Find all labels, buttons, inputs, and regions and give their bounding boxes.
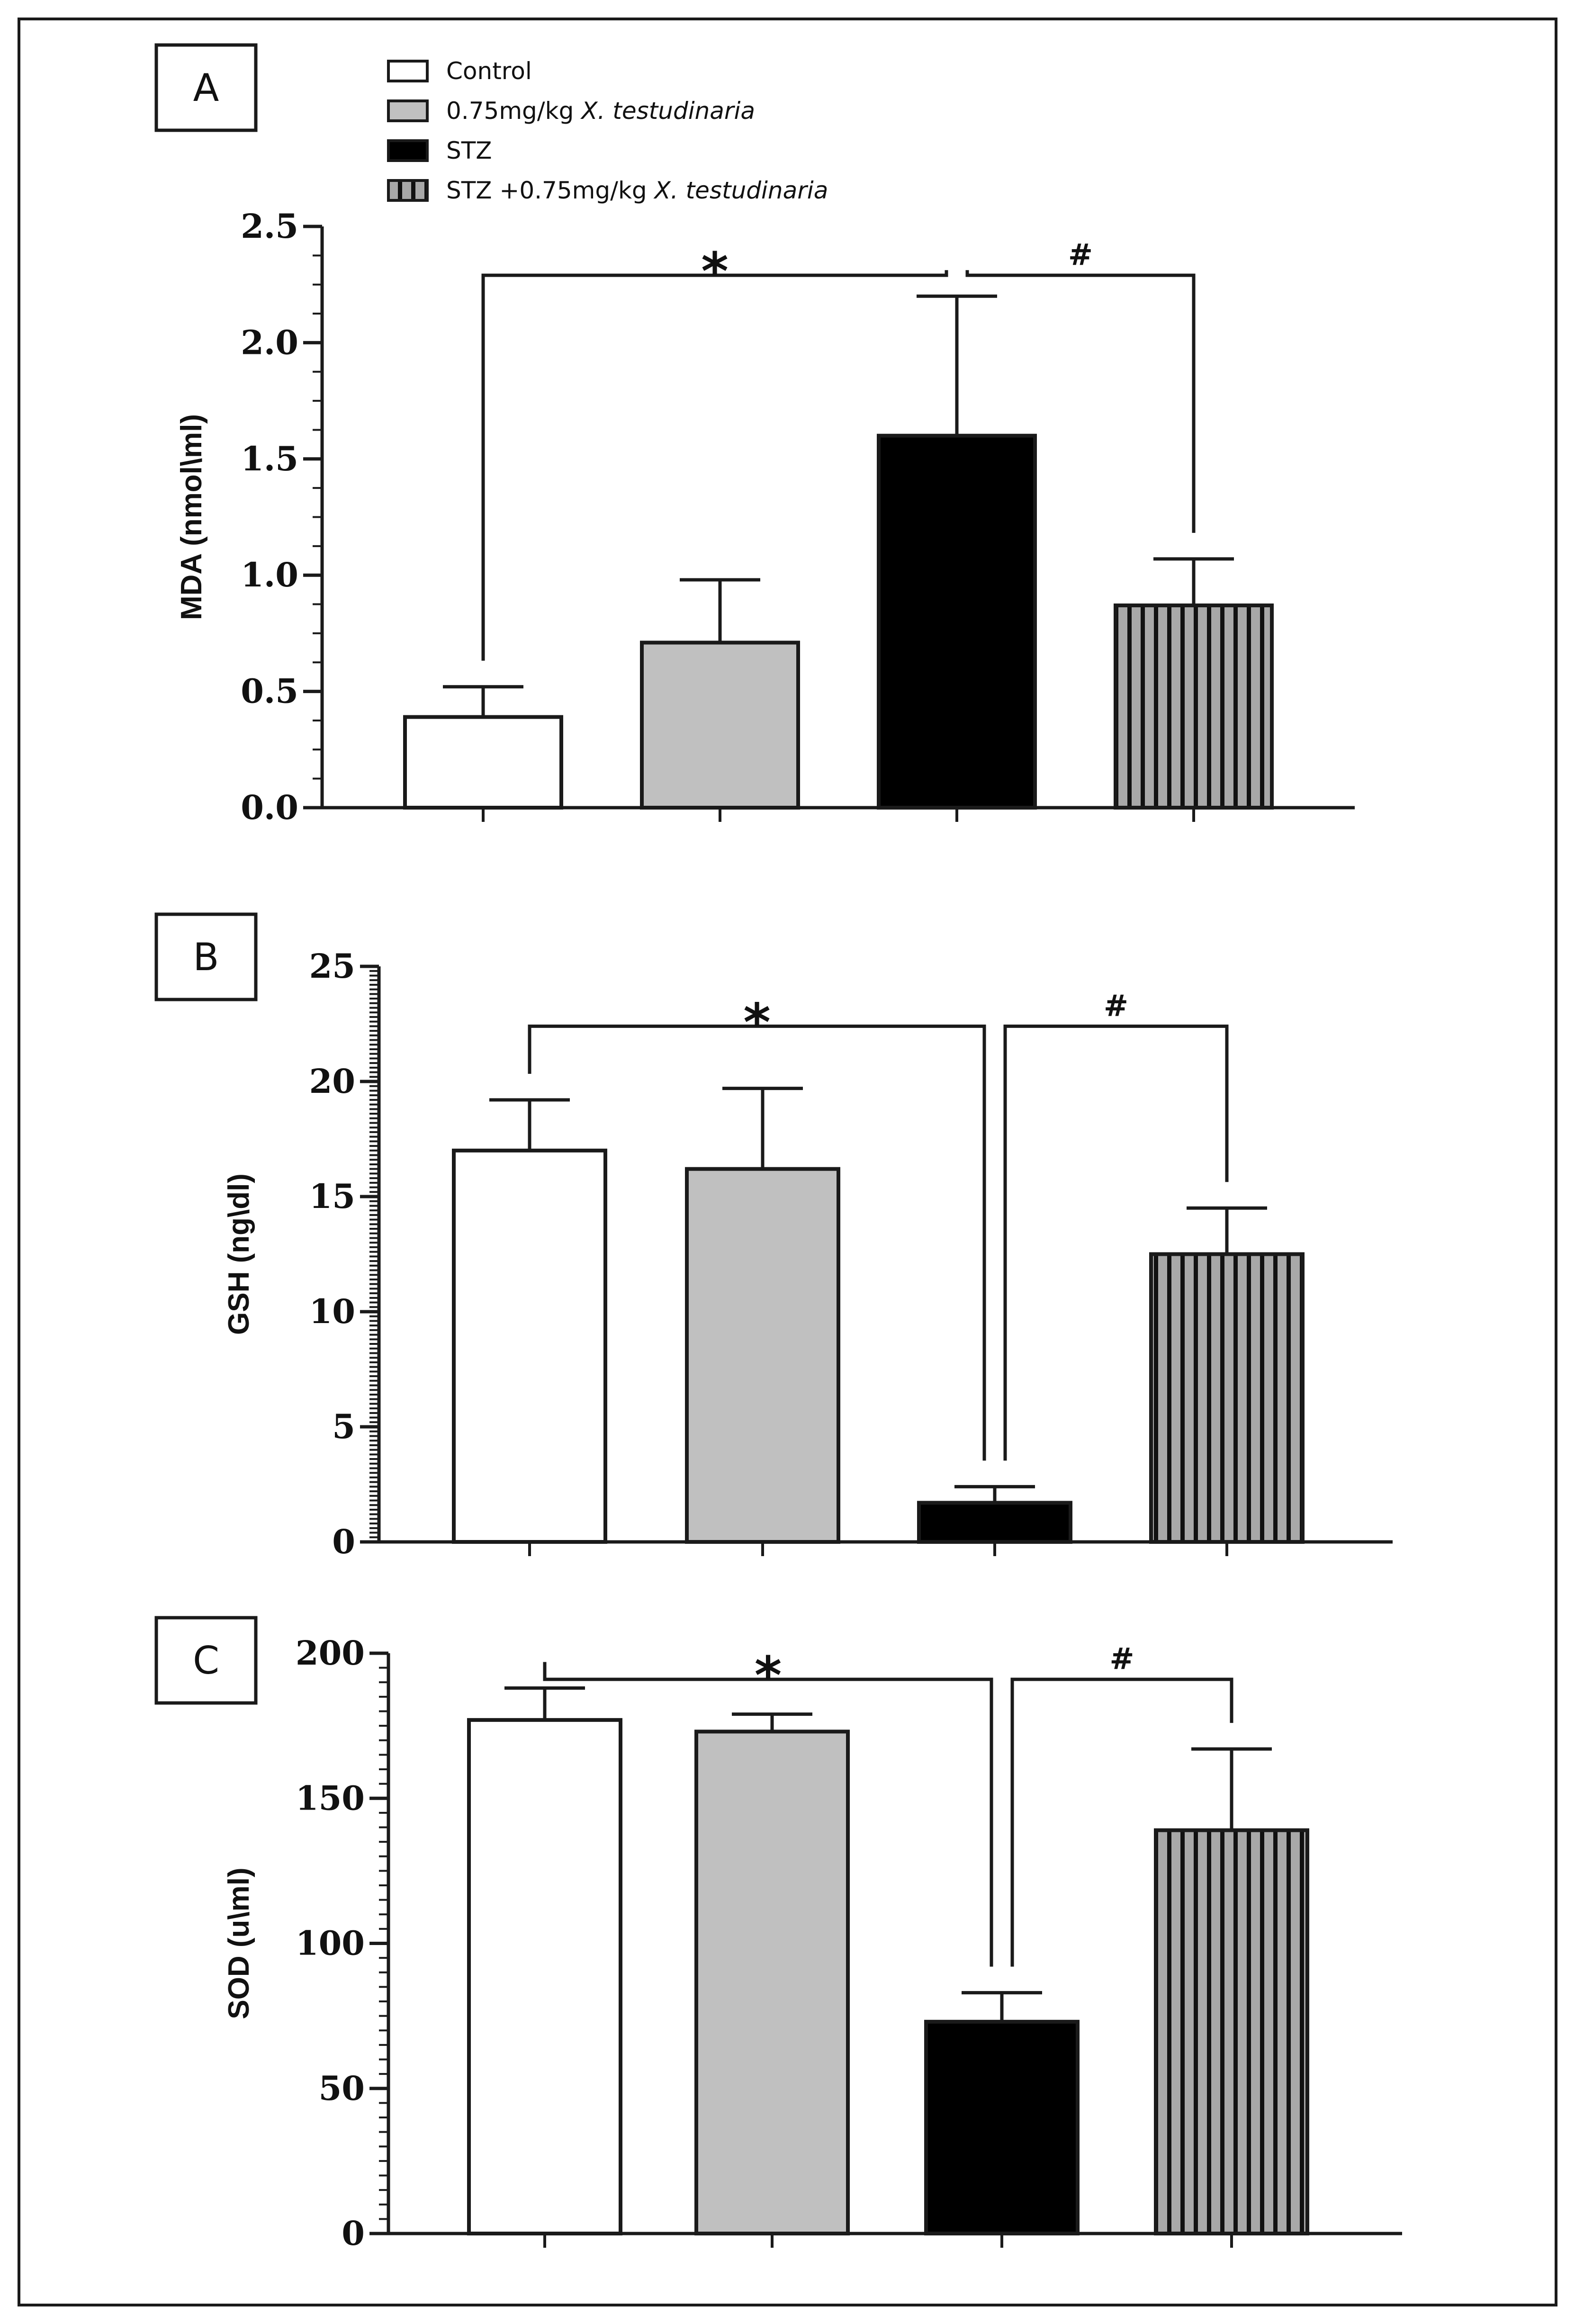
legend: Control 0.75mg/kg X. testudinaria STZ STZ +… <box>387 57 828 204</box>
y-tick-label: 0 <box>332 1522 355 1561</box>
bar-1 <box>640 640 800 810</box>
y-tick-label: 20 <box>309 1062 355 1101</box>
significance-symbol-1: # <box>1068 237 1093 272</box>
bar-1 <box>694 1729 850 2235</box>
y-tick-label: 0.0 <box>241 788 298 827</box>
significance-bracket-1 <box>965 270 1196 533</box>
panel-label: A <box>193 66 219 110</box>
y-tick-label: 200 <box>296 1633 365 1673</box>
y-tick-label: 1.5 <box>241 439 298 478</box>
panel-b: B GSH (ng\dl) 0 5 10 15 20 25 * # <box>154 912 1393 1561</box>
bar-3 <box>1154 1828 1309 2235</box>
legend-label-stz: STZ <box>446 137 492 164</box>
bar-1 <box>685 1167 840 1544</box>
y-tick-label: 25 <box>309 946 355 986</box>
panel-label: C <box>193 1639 219 1683</box>
legend-swatch-xt <box>387 99 429 122</box>
significance-bracket-0 <box>528 1024 986 1461</box>
bar-3 <box>1149 1252 1305 1544</box>
legend-text-stz_xt: STZ +0.75mg/kg <box>446 177 655 204</box>
y-tick-label: 15 <box>309 1177 355 1216</box>
significance-bracket-0 <box>543 1662 993 1967</box>
significance-symbol-0: * <box>755 1645 782 1706</box>
significance-bracket-1 <box>1010 1677 1233 1967</box>
bar-3 <box>1114 604 1274 810</box>
y-tick-label: 10 <box>309 1292 355 1331</box>
legend-swatch-stz_xt <box>387 179 429 202</box>
legend-swatch-stz <box>387 139 429 162</box>
y-tick-label: 0.5 <box>241 672 298 711</box>
y-axis-label: GSH (ng\dl) <box>223 1173 255 1335</box>
bar-2 <box>917 1501 1072 1544</box>
bar-0 <box>403 715 563 810</box>
legend-species-xt: X. testudinaria <box>580 97 755 125</box>
y-tick-label: 5 <box>332 1407 355 1446</box>
y-axis-label: MDA (nmol\ml) <box>175 414 208 620</box>
panel-label: B <box>193 935 219 979</box>
y-axis-label: SOD (u\ml) <box>223 1867 255 2019</box>
y-tick-label: 50 <box>319 2069 365 2108</box>
panel-label-box <box>154 912 258 1001</box>
legend-text-control: Control <box>446 57 532 85</box>
significance-symbol-1: # <box>1110 1641 1134 1676</box>
legend-label-xt: 0.75mg/kg X. testudinaria <box>446 97 755 125</box>
y-tick-label: 100 <box>296 1924 365 1963</box>
legend-text-xt: 0.75mg/kg <box>446 97 581 125</box>
y-tick-label: 0 <box>342 2214 365 2253</box>
significance-symbol-1: # <box>1104 988 1128 1023</box>
bar-0 <box>467 1718 622 2235</box>
bar-0 <box>452 1148 607 1544</box>
significance-symbol-0: * <box>701 241 729 302</box>
y-tick-label: 150 <box>296 1778 365 1818</box>
bar-2 <box>924 2019 1080 2235</box>
y-tick-label: 2.5 <box>241 207 298 246</box>
panel-a: A MDA (nmol\ml) 0.0 0.5 1.0 1.5 2.0 2.5 * # <box>154 43 1355 827</box>
legend-label-stz_xt: STZ +0.75mg/kg X. testudinaria <box>446 177 828 204</box>
significance-bracket-0 <box>481 270 948 661</box>
significance-symbol-0: * <box>743 992 771 1053</box>
panel-c: C SOD (u\ml) 0 50 100 150 200 * # <box>154 1616 1402 2253</box>
legend-species-stz_xt: X. testudinaria <box>653 177 828 204</box>
legend-label-control: Control <box>446 57 532 85</box>
bar-2 <box>877 433 1037 810</box>
y-tick-label: 1.0 <box>241 555 298 595</box>
panel-label-box <box>154 1616 258 1705</box>
legend-swatch-control <box>387 60 429 82</box>
panel-label-box <box>154 43 258 132</box>
significance-bracket-1 <box>1003 1024 1229 1461</box>
y-tick-label: 2.0 <box>241 323 298 362</box>
legend-text-stz: STZ <box>446 137 492 164</box>
